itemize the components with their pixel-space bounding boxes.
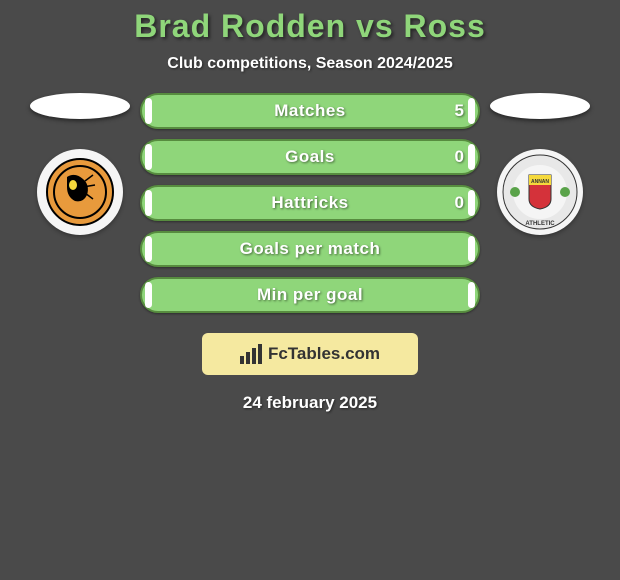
bar-label: Goals per match [142, 239, 478, 259]
stat-bar: Goals0 [140, 139, 480, 175]
stat-bar: Matches5 [140, 93, 480, 129]
brand-text: FcTables.com [268, 344, 380, 364]
svg-text:ANNAN: ANNAN [531, 179, 549, 185]
left-ellipse [30, 93, 130, 119]
bar-label: Goals [142, 147, 478, 167]
bar-value: 5 [455, 101, 464, 121]
comparison-infographic: Brad Rodden vs Ross Club competitions, S… [0, 0, 620, 580]
right-column: ANNAN ATHLETIC [490, 93, 590, 235]
alloa-athletic-crest-icon [45, 157, 115, 227]
date-text: 24 february 2025 [0, 393, 620, 413]
stat-bar: Goals per match [140, 231, 480, 267]
brand-attribution: FcTables.com [202, 333, 418, 375]
subtitle: Club competitions, Season 2024/2025 [0, 55, 620, 73]
bar-value: 0 [455, 193, 464, 213]
right-team-badge: ANNAN ATHLETIC [497, 149, 583, 235]
right-ellipse [490, 93, 590, 119]
page-title: Brad Rodden vs Ross [0, 0, 620, 45]
bar-label: Matches [142, 101, 478, 121]
left-column [30, 93, 130, 235]
annan-athletic-crest-icon: ANNAN ATHLETIC [501, 153, 579, 231]
svg-text:ATHLETIC: ATHLETIC [525, 221, 555, 227]
comparison-bars: Matches5Goals0Hattricks0Goals per matchM… [140, 93, 480, 313]
bar-label: Hattricks [142, 193, 478, 213]
bar-chart-icon [240, 344, 262, 364]
stat-bar: Hattricks0 [140, 185, 480, 221]
left-team-badge [37, 149, 123, 235]
stat-bar: Min per goal [140, 277, 480, 313]
main-content: Matches5Goals0Hattricks0Goals per matchM… [0, 93, 620, 313]
bar-label: Min per goal [142, 285, 478, 305]
bar-value: 0 [455, 147, 464, 167]
